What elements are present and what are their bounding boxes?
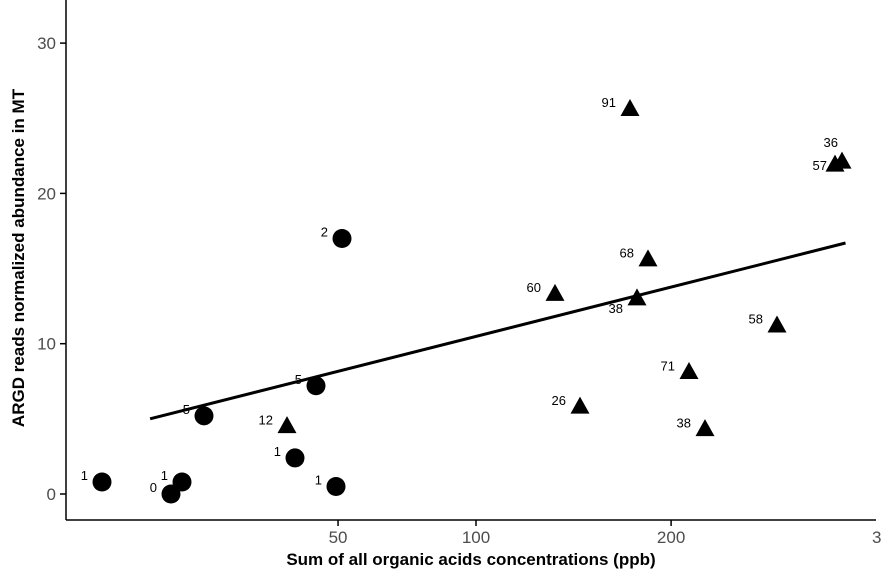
circle-point [172, 472, 192, 492]
point-label: 57 [813, 158, 827, 173]
circle-point [161, 484, 181, 504]
circle-point [332, 228, 352, 248]
triangle-point [627, 288, 647, 306]
x-tick-label: 200 [657, 528, 685, 547]
point-label: 36 [824, 135, 838, 150]
x-tick-label: 350 [872, 528, 882, 547]
point-label: 60 [527, 280, 541, 295]
point-label: 12 [259, 412, 273, 427]
point-label: 38 [677, 415, 691, 430]
y-axis-title: ARGD reads normalized abundance in MT [9, 88, 28, 427]
axes [65, 0, 876, 521]
circle-point [285, 448, 305, 468]
point-label: 5 [183, 402, 190, 417]
x-tick-label: 100 [462, 528, 490, 547]
triangle-point [545, 283, 565, 301]
triangle-point [638, 249, 658, 267]
circle-point [92, 472, 112, 492]
triangle-point [679, 362, 699, 380]
point-label: 1 [81, 468, 88, 483]
point-label: 68 [620, 246, 634, 261]
point-label: 26 [552, 393, 566, 408]
triangle-point [695, 419, 715, 437]
triangle-point [277, 416, 297, 434]
point-label: 91 [602, 95, 616, 110]
data-points [92, 99, 852, 504]
y-tick-label: 10 [37, 335, 56, 354]
y-tick-label: 0 [47, 485, 56, 504]
circle-point [306, 376, 326, 396]
circle-point [326, 476, 346, 496]
y-tick-label: 20 [37, 184, 56, 203]
point-label: 38 [609, 301, 623, 316]
triangle-point [570, 396, 590, 414]
x-tick-label: 50 [329, 528, 348, 547]
triangle-point [767, 315, 787, 333]
trend-line [149, 241, 846, 421]
ticks: 010203050100200350 [37, 34, 882, 547]
triangle-point [832, 151, 852, 169]
x-axis-title: Sum of all organic acids concentrations … [286, 550, 655, 569]
point-label: 58 [749, 312, 763, 327]
point-label: 71 [661, 358, 675, 373]
circle-point [194, 406, 214, 426]
point-label: 5 [295, 372, 302, 387]
y-tick-label: 30 [37, 34, 56, 53]
triangle-point [620, 99, 640, 117]
point-label: 0 [150, 480, 157, 495]
point-label: 1 [274, 444, 281, 459]
point-label: 2 [321, 224, 328, 239]
point-label: 1 [161, 468, 168, 483]
point-label: 1 [315, 472, 322, 487]
